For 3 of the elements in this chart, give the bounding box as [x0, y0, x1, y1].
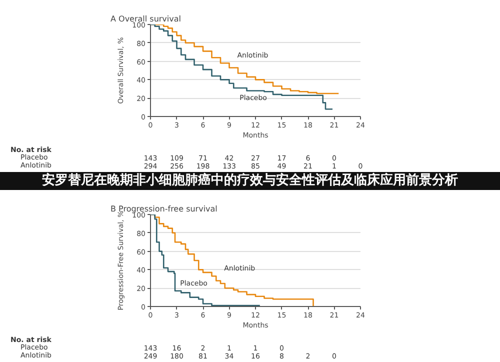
chart-title: A Overall survival [110, 14, 181, 24]
text: 安罗替尼在晚期非小细胞肺癌中的疗效与安全性评估及临床应用前景分析 [42, 172, 458, 190]
chart-title: B Progression-free survival [110, 204, 218, 214]
